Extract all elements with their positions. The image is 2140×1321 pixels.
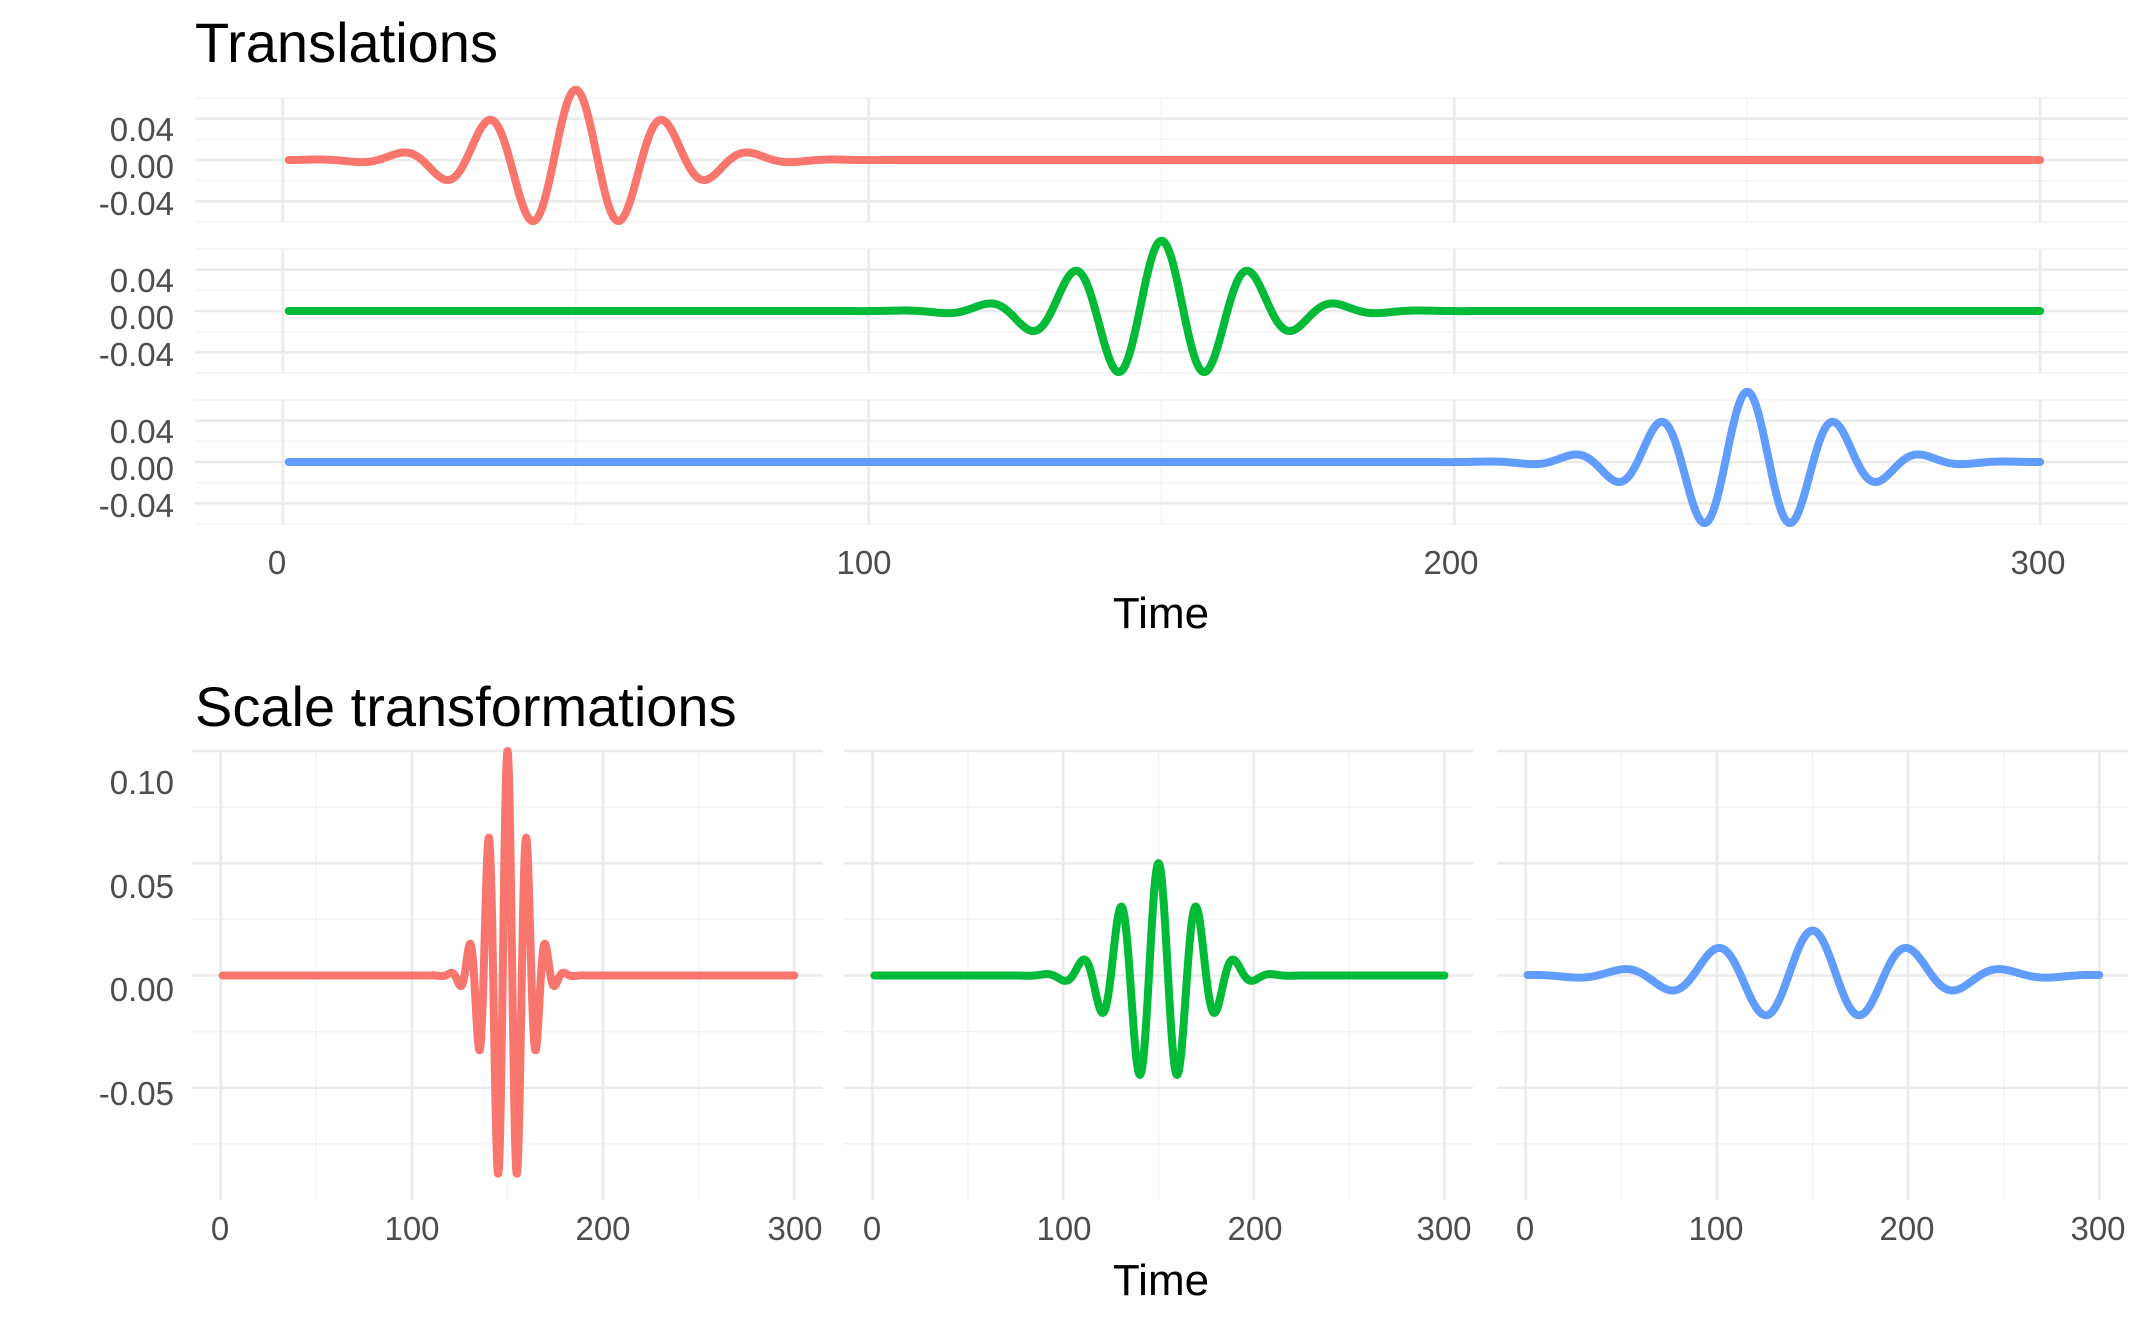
x-tick-label: 0 — [863, 1210, 881, 1247]
x-axis-label: Time — [1113, 589, 1209, 638]
translations-panel-3: 0.04 0.00 -0.04 — [99, 387, 2128, 528]
x-tick-labels: 0 100 200 300 — [211, 1210, 823, 1247]
y-tick-label: 0.00 — [110, 450, 174, 487]
y-tick-label: 0.04 — [110, 413, 174, 450]
series-line-red — [284, 85, 2045, 226]
y-tick-label: 0.04 — [110, 262, 174, 299]
x-tick-label: 0 — [268, 544, 286, 581]
scale-panel-3: 0 100 200 300 — [1497, 749, 2128, 1247]
y-tick-label: 0.10 — [110, 764, 174, 801]
series-line-red — [218, 747, 799, 1178]
panel-gridlines — [1497, 749, 2128, 1200]
x-tick-label: 200 — [1879, 1210, 1934, 1247]
y-tick-labels: 0.04 0.00 -0.04 — [99, 111, 174, 222]
chart-title-translations: Translations — [195, 11, 498, 74]
y-tick-label: 0.04 — [110, 111, 174, 148]
x-tick-labels: 0 100 200 300 — [863, 1210, 1472, 1247]
y-tick-label: -0.04 — [99, 336, 174, 373]
x-tick-label: 300 — [1416, 1210, 1471, 1247]
y-tick-labels: 0.04 0.00 -0.04 — [99, 413, 174, 524]
y-tick-label: -0.05 — [99, 1075, 174, 1112]
x-tick-label: 300 — [2070, 1210, 2125, 1247]
y-tick-label: -0.04 — [99, 487, 174, 524]
y-tick-label: 0.00 — [110, 148, 174, 185]
scale-panel-1: 0 100 200 300 — [192, 747, 823, 1247]
x-tick-label: 100 — [1036, 1210, 1091, 1247]
x-tick-labels: 0 100 200 300 — [268, 544, 2066, 581]
chart-title-scale-transformations: Scale transformations — [195, 675, 737, 738]
x-tick-label: 300 — [767, 1210, 822, 1247]
x-tick-labels: 0 100 200 300 — [1516, 1210, 2126, 1247]
x-tick-label: 200 — [1227, 1210, 1282, 1247]
series-line-green — [870, 859, 1449, 1079]
y-tick-labels: 0.04 0.00 -0.04 — [99, 262, 174, 373]
x-tick-label: 300 — [2010, 544, 2065, 581]
x-tick-label: 100 — [836, 544, 891, 581]
series-line-blue — [1523, 926, 2104, 1020]
x-tick-label: 200 — [575, 1210, 630, 1247]
y-tick-label: -0.04 — [99, 185, 174, 222]
y-tick-label: 0.00 — [110, 299, 174, 336]
translations-panel-2: 0.04 0.00 -0.04 — [99, 236, 2128, 377]
translations-panel-1: 0.04 0.00 -0.04 — [99, 85, 2128, 226]
y-tick-labels: 0.10 0.05 0.00 -0.05 — [99, 764, 174, 1112]
x-tick-label: 100 — [384, 1210, 439, 1247]
y-tick-label: 0.00 — [110, 971, 174, 1008]
x-tick-label: 100 — [1688, 1210, 1743, 1247]
x-tick-label: 0 — [211, 1210, 229, 1247]
x-tick-label: 200 — [1423, 544, 1478, 581]
scale-panel-2: 0 100 200 300 — [844, 749, 1473, 1247]
series-line-blue — [284, 387, 2045, 528]
series-line-green — [284, 236, 2045, 377]
panel-gridlines — [195, 248, 2128, 374]
x-axis-label: Time — [1113, 1256, 1209, 1305]
x-tick-label: 0 — [1516, 1210, 1534, 1247]
y-tick-label: 0.05 — [110, 868, 174, 905]
